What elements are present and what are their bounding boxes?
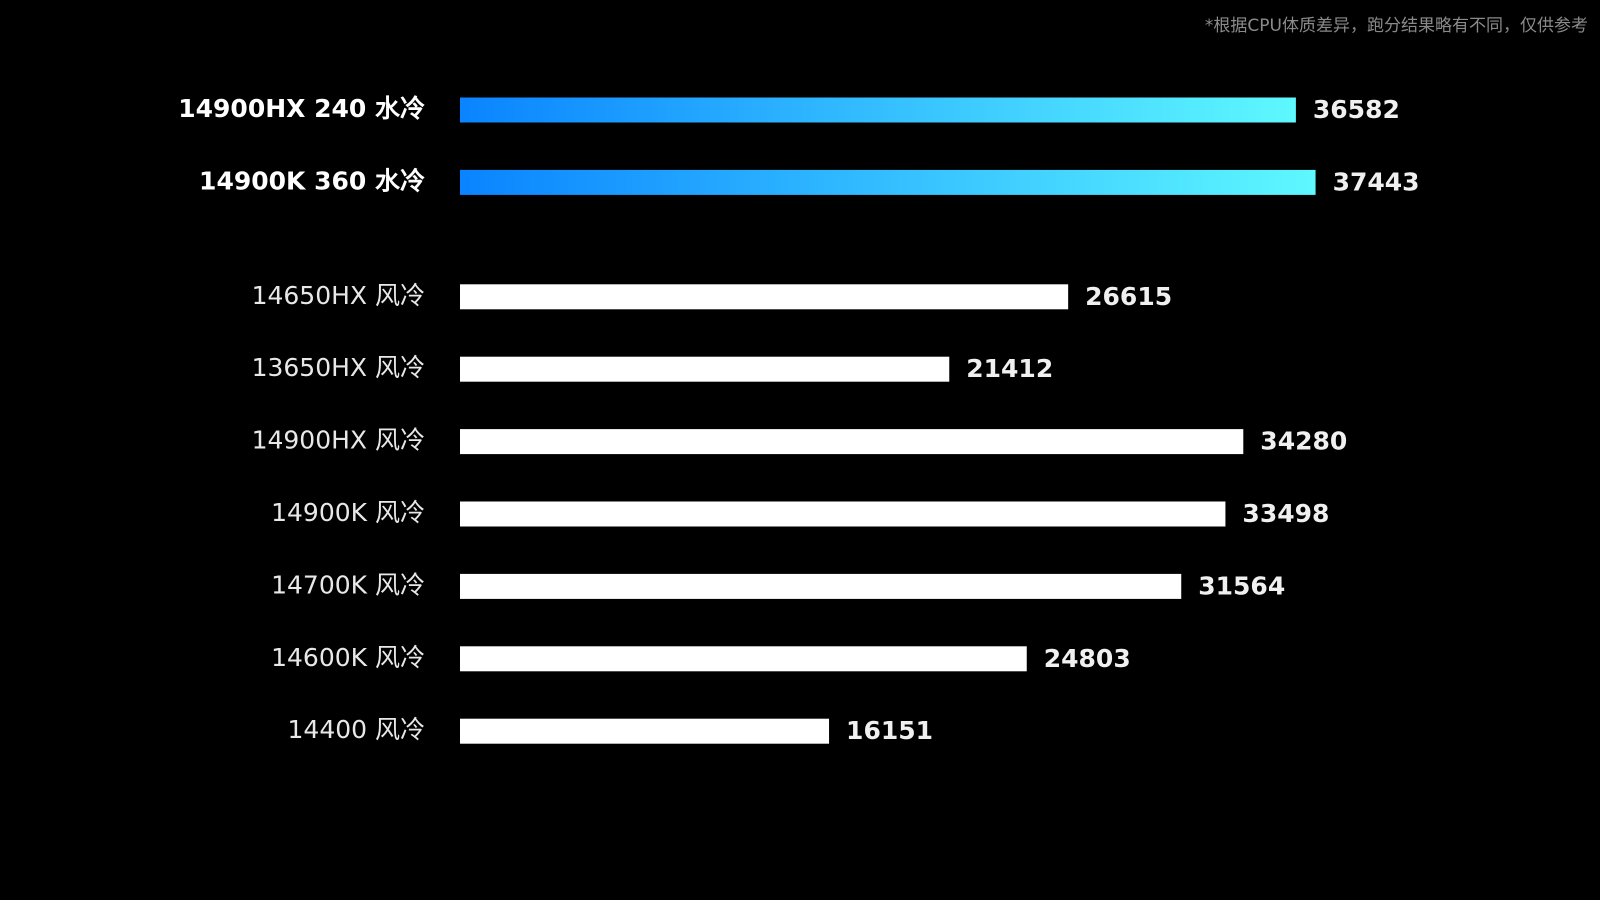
value-label: 37443	[1333, 167, 1420, 196]
bar	[460, 501, 1226, 527]
value-label: 16151	[846, 716, 933, 745]
category-label: 14900K 风冷	[271, 498, 425, 527]
category-label: 14900HX 风冷	[252, 426, 425, 455]
value-label: 34280	[1260, 427, 1347, 456]
bar	[460, 169, 1316, 195]
category-label: 14400 风冷	[288, 715, 425, 744]
bar	[460, 429, 1244, 455]
value-label: 21412	[966, 354, 1053, 383]
category-label: 13650HX 风冷	[252, 353, 425, 382]
category-label: 14700K 风冷	[271, 570, 425, 599]
bar	[460, 573, 1182, 599]
bar	[460, 284, 1069, 310]
bar	[460, 97, 1296, 123]
category-label: 14900HX 240 水冷	[178, 94, 425, 123]
category-label: 14900K 360 水冷	[199, 166, 425, 195]
bar	[460, 718, 830, 744]
category-label: 14600K 风冷	[271, 643, 425, 672]
note: *根据CPU体质差异，跑分结果略有不同，仅供参考	[1205, 16, 1588, 36]
bar	[460, 646, 1027, 672]
bar	[460, 356, 950, 382]
value-label: 31564	[1198, 571, 1285, 600]
value-label: 24803	[1044, 644, 1131, 673]
value-label: 36582	[1313, 95, 1400, 124]
value-label: 33498	[1242, 499, 1329, 528]
category-label: 14650HX 风冷	[252, 281, 425, 310]
value-label: 26615	[1085, 282, 1172, 311]
